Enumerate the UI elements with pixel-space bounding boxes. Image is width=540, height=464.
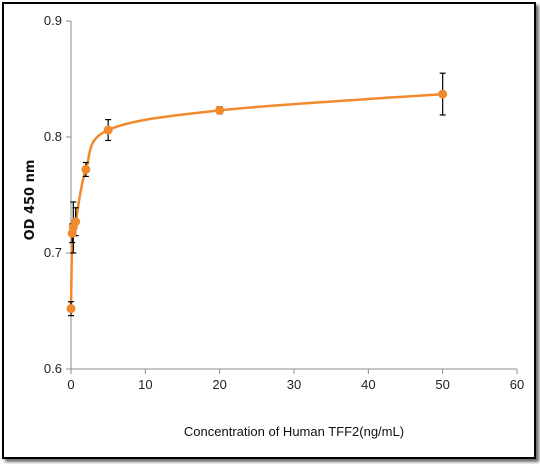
x-tick-label: 10 [138, 377, 152, 392]
x-tick-label: 40 [361, 377, 375, 392]
data-point [66, 304, 76, 314]
y-tick-label: 0.9 [44, 13, 62, 28]
data-point [71, 217, 81, 227]
data-point [215, 105, 225, 115]
axes [70, 21, 517, 370]
error-bars [68, 72, 446, 317]
y-tick-label: 0.8 [44, 129, 62, 144]
x-tick-label: 50 [435, 377, 449, 392]
x-tick-label: 30 [287, 377, 301, 392]
y-tick-label: 0.7 [44, 245, 62, 260]
data-point [438, 89, 448, 99]
data-point [103, 125, 113, 135]
x-tick-label: 60 [510, 377, 524, 392]
x-tick-label: 0 [67, 377, 74, 392]
chart-frame [2, 2, 536, 459]
data-point [81, 164, 91, 174]
x-tick-label: 20 [212, 377, 226, 392]
y-tick-label: 0.6 [44, 361, 62, 376]
x-tick-labels: 0 10 20 30 40 50 60 [67, 369, 524, 392]
x-axis-label: Concentration of Human TFF2(ng/mL) [184, 424, 404, 439]
y-tick-labels: 0.6 0.7 0.8 0.9 [44, 13, 71, 376]
y-axis-label: OD 450 nm [23, 160, 38, 241]
fitted-curve [69, 92, 443, 309]
data-points [66, 89, 448, 314]
